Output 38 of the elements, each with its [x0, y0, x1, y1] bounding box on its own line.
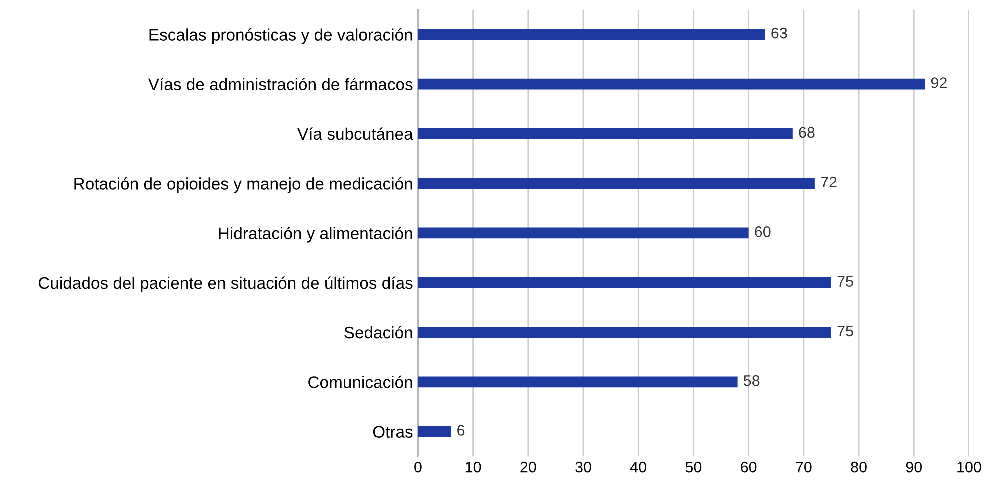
bar: [418, 426, 452, 438]
y-tick-label: Sedación: [344, 326, 412, 339]
x-tick-label: 60: [741, 462, 757, 473]
y-tick-label: Hidratación y alimentación: [219, 227, 412, 243]
data-label: 63: [772, 28, 788, 39]
y-tick-label: Cuidados del paciente en situación de últimos días: [38, 276, 413, 292]
bar: [418, 228, 749, 239]
data-label: 58: [744, 375, 760, 386]
x-tick-label: 20: [520, 462, 536, 473]
bar: [418, 29, 766, 40]
x-tick-label: 80: [851, 462, 867, 473]
data-label: 68: [799, 127, 815, 138]
data-label: 6: [458, 425, 465, 436]
y-tick-label: Rotación de opioides y manejo de medicación: [74, 177, 412, 194]
x-tick-label: 10: [466, 462, 482, 473]
y-tick-label: Escalas pronósticas y de valoración: [150, 28, 412, 44]
x-tick-label: 90: [906, 462, 922, 473]
y-tick-label: Vía subcutánea: [298, 128, 414, 140]
y-tick-label: Vías de administración de fármacos: [148, 78, 413, 90]
data-label: 72: [821, 176, 837, 188]
x-tick-label: 30: [576, 462, 592, 473]
x-tick-label: 70: [796, 462, 812, 473]
bar: [418, 78, 926, 90]
x-tick-label: 50: [686, 462, 702, 473]
y-tick-label: Comunicación: [308, 376, 412, 388]
bar: [418, 128, 793, 140]
x-tick-label: 0: [414, 462, 422, 473]
x-tick-label: 100: [958, 462, 982, 473]
data-label: 75: [838, 326, 854, 337]
x-tick-label: 40: [630, 462, 647, 473]
bar: [418, 178, 815, 190]
bar: [418, 376, 738, 388]
y-tick-label: Otras: [373, 426, 413, 438]
data-label: 60: [755, 226, 771, 238]
data-label: 75: [838, 276, 854, 287]
bar: [418, 277, 832, 288]
data-label: 92: [931, 78, 947, 88]
bar: [418, 327, 832, 338]
